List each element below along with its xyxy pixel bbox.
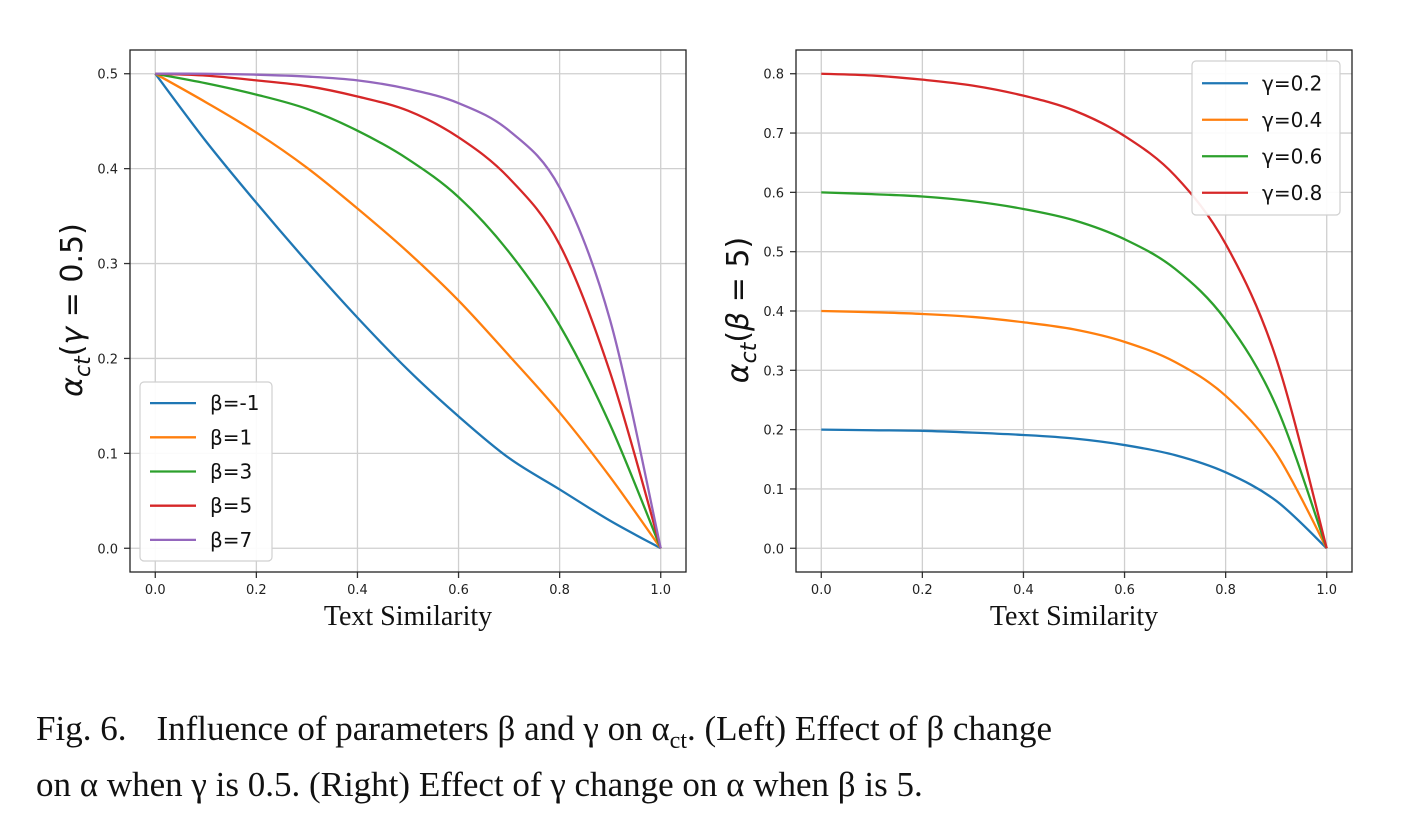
ytick-label-right-7: 0.7 — [763, 127, 784, 142]
ylabel-left: αct(γ = 0.5) — [55, 223, 96, 397]
caption-line1: Influence of parameters β and γ on α — [156, 709, 670, 748]
xtick-label-left-5: 1.0 — [650, 583, 671, 598]
xtick-label-right-4: 0.8 — [1215, 583, 1236, 598]
ytick-label-left-5: 0.5 — [97, 68, 118, 83]
xtick-label-left-4: 0.8 — [549, 583, 570, 598]
axes-frame-left — [129, 49, 687, 573]
legend-label-right-1: γ=0.4 — [1262, 108, 1322, 132]
ytick-label-right-8: 0.8 — [763, 68, 784, 83]
xtick-label-left-3: 0.6 — [448, 583, 469, 598]
legend-label-right-2: γ=0.6 — [1262, 144, 1322, 168]
ytick-label-right-1: 0.1 — [763, 483, 784, 498]
ytick-label-left-1: 0.1 — [97, 447, 118, 462]
legend-label-left-1: β=1 — [210, 425, 252, 449]
series-line-right-0 — [821, 428, 1328, 550]
series-line-left-4 — [155, 72, 662, 549]
axes-frame-right — [795, 49, 1353, 573]
xtick-label-right-2: 0.4 — [1013, 583, 1034, 598]
ytick-label-right-4: 0.4 — [763, 305, 784, 320]
series-line-left-1 — [154, 72, 662, 549]
series-line-right-1 — [821, 309, 1328, 549]
caption-label: Fig. 6. — [36, 709, 127, 748]
series-line-left-3 — [155, 72, 662, 549]
ytick-label-right-5: 0.5 — [763, 246, 784, 261]
series-line-left-2 — [155, 72, 662, 549]
legend-label-left-2: β=3 — [210, 460, 252, 484]
ytick-label-left-0: 0.0 — [97, 542, 118, 557]
chart-right: αct(β = 5) 0.0 0.2 0.4 0.6 0.8 1.0 0.0 0.1 0.2 0.… — [721, 49, 1353, 632]
ytick-label-right-0: 0.0 — [763, 542, 784, 557]
legend-label-right-0: γ=0.2 — [1262, 71, 1322, 95]
xlabel-right: Text Similarity — [990, 601, 1158, 632]
xtick-label-left-0: 0.0 — [145, 583, 166, 598]
legend-label-left-4: β=7 — [210, 528, 252, 552]
chart-left: αct(γ = 0.5) 0.0 0.2 0.4 0.6 0.8 1.0 0.0 0.1 0.2… — [55, 49, 687, 632]
legend-box-right — [1191, 60, 1341, 216]
legend-box-left — [139, 381, 273, 562]
caption-line2: on α when γ is 0.5. (Right) Effect of γ … — [36, 765, 923, 804]
xtick-label-right-1: 0.2 — [912, 583, 933, 598]
caption-line1-sub: ct — [669, 728, 687, 754]
xtick-label-left-2: 0.4 — [347, 583, 368, 598]
ytick-label-right-6: 0.6 — [763, 186, 784, 201]
series-line-left-0 — [154, 73, 662, 550]
figure: αct(γ = 0.5) 0.0 0.2 0.4 0.6 0.8 1.0 0.0 0.1 0.2… — [55, 49, 1353, 632]
legend-label-right-3: γ=0.8 — [1262, 181, 1322, 205]
xlabel-left: Text Similarity — [324, 601, 492, 632]
ytick-label-right-3: 0.3 — [763, 364, 784, 379]
xtick-label-left-1: 0.2 — [246, 583, 267, 598]
legend-label-left-3: β=5 — [210, 494, 252, 518]
xtick-label-right-5: 1.0 — [1316, 583, 1337, 598]
ylabel-right: αct(β = 5) — [721, 237, 762, 383]
figure-caption: Fig. 6. Influence of parameters β and γ o… — [36, 707, 1381, 806]
xtick-label-right-3: 0.6 — [1114, 583, 1135, 598]
caption-line1-rest: . (Left) Effect of β change — [687, 709, 1053, 748]
ytick-label-left-2: 0.2 — [97, 352, 118, 367]
ytick-label-left-4: 0.4 — [97, 163, 118, 178]
legend-label-left-0: β=-1 — [210, 391, 259, 415]
ytick-label-left-3: 0.3 — [97, 258, 118, 273]
series-line-right-2 — [821, 191, 1328, 549]
series-line-right-3 — [821, 72, 1328, 549]
ytick-label-right-2: 0.2 — [763, 424, 784, 439]
xtick-label-right-0: 0.0 — [811, 583, 832, 598]
